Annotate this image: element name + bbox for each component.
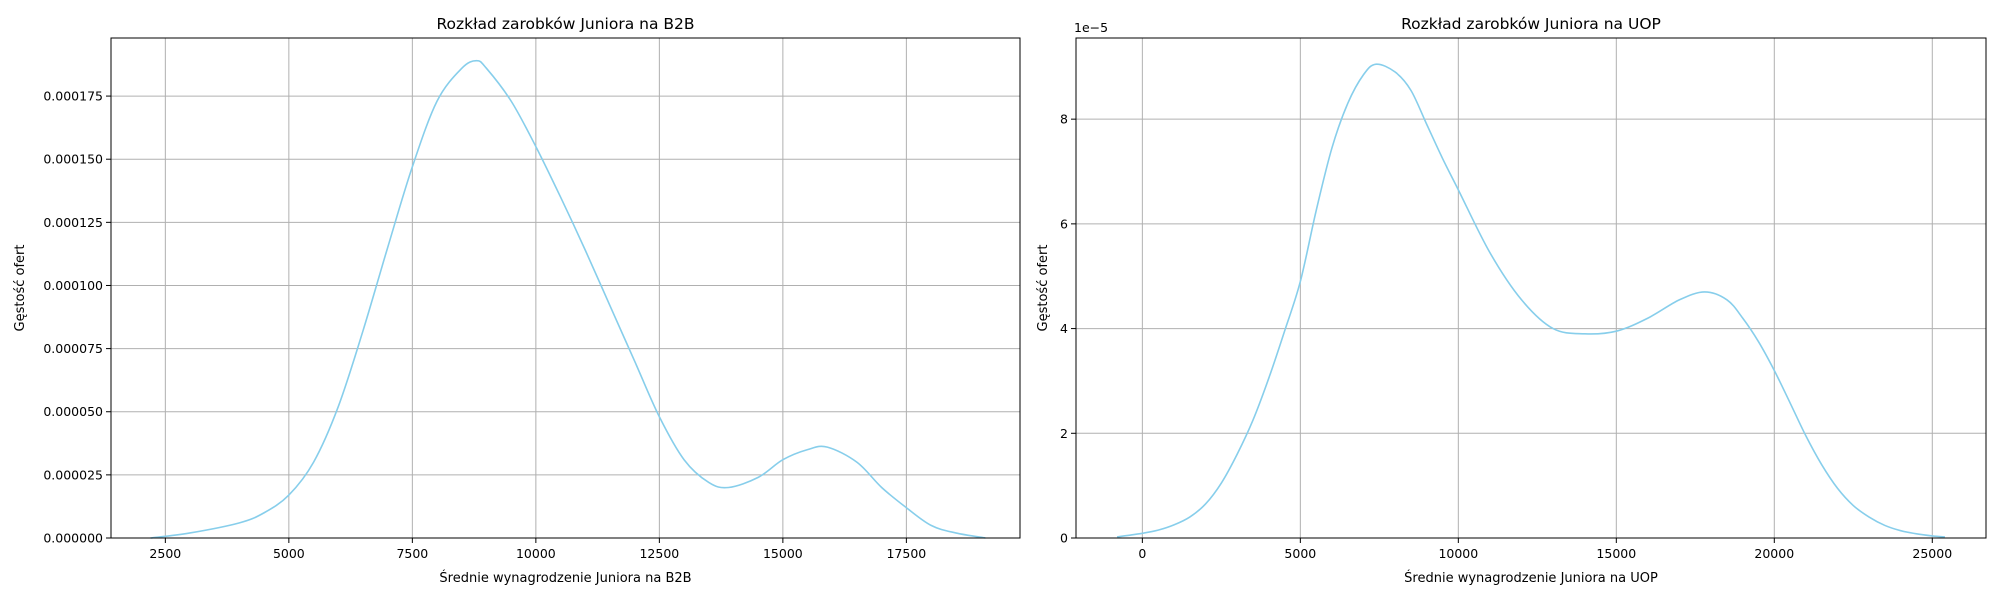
y-tick-label: 0.000025	[43, 467, 103, 482]
y-tick-label: 0.000075	[43, 341, 103, 356]
chart-b2b: 2500 5000 7500 10000 12500 15000 17500 0.000000…	[13, 15, 1021, 586]
y-axis-label-uop: Gęstość ofert	[1036, 245, 1051, 332]
y-tick-label: 8	[1060, 112, 1068, 127]
y-tick-label: 0.000150	[43, 152, 103, 167]
x-axis-label-b2b: Średnie wynagrodzenie Juniora na B2B	[439, 570, 691, 586]
x-tick-label: 10000	[516, 546, 556, 561]
y-tick-label: 0	[1060, 531, 1068, 546]
chart-title-uop: Rozkład zarobków Juniora na UOP	[1401, 15, 1661, 33]
x-tick-label: 15000	[763, 546, 803, 561]
chart-title-b2b: Rozkład zarobków Juniora na B2B	[436, 15, 694, 33]
x-tick-label: 5000	[1284, 546, 1316, 561]
ticks-uop: 0 5000 10000 15000 20000 25000 0 2 4 6 8	[1060, 112, 1952, 561]
y-tick-label: 6	[1060, 216, 1068, 231]
chart-uop: 0 5000 10000 15000 20000 25000 0 2 4 6 8 Rozkład z…	[1036, 15, 1987, 586]
x-axis-label-uop: Średnie wynagrodzenie Juniora na UOP	[1404, 570, 1658, 586]
y-tick-label: 0.000000	[43, 531, 103, 546]
x-tick-label: 0	[1138, 546, 1146, 561]
x-tick-label: 17500	[886, 546, 926, 561]
plot-frame-uop	[1075, 37, 1987, 539]
x-tick-label: 12500	[639, 546, 679, 561]
x-tick-label: 7500	[396, 546, 428, 561]
y-tick-label: 0.000100	[43, 278, 103, 293]
density-line-uop	[1116, 63, 1945, 538]
grid-b2b	[111, 38, 1020, 539]
y-offset-text-uop: 1e−5	[1074, 20, 1108, 35]
x-tick-label: 10000	[1438, 546, 1478, 561]
plot-frame-b2b	[110, 37, 1021, 539]
density-line-b2b	[150, 59, 986, 539]
y-tick-label: 4	[1060, 321, 1068, 336]
y-tick-label: 2	[1060, 426, 1068, 441]
x-tick-label: 20000	[1754, 546, 1794, 561]
x-tick-label: 5000	[273, 546, 305, 561]
y-tick-label: 0.000175	[43, 89, 103, 104]
x-tick-label: 25000	[1912, 546, 1952, 561]
x-tick-label: 2500	[149, 546, 181, 561]
ticks-b2b: 2500 5000 7500 10000 12500 15000 17500 0.000000…	[43, 89, 926, 561]
y-axis-label-b2b: Gęstość ofert	[13, 245, 28, 332]
y-tick-label: 0.000125	[43, 215, 103, 230]
x-tick-label: 15000	[1596, 546, 1636, 561]
y-tick-label: 0.000050	[43, 404, 103, 419]
